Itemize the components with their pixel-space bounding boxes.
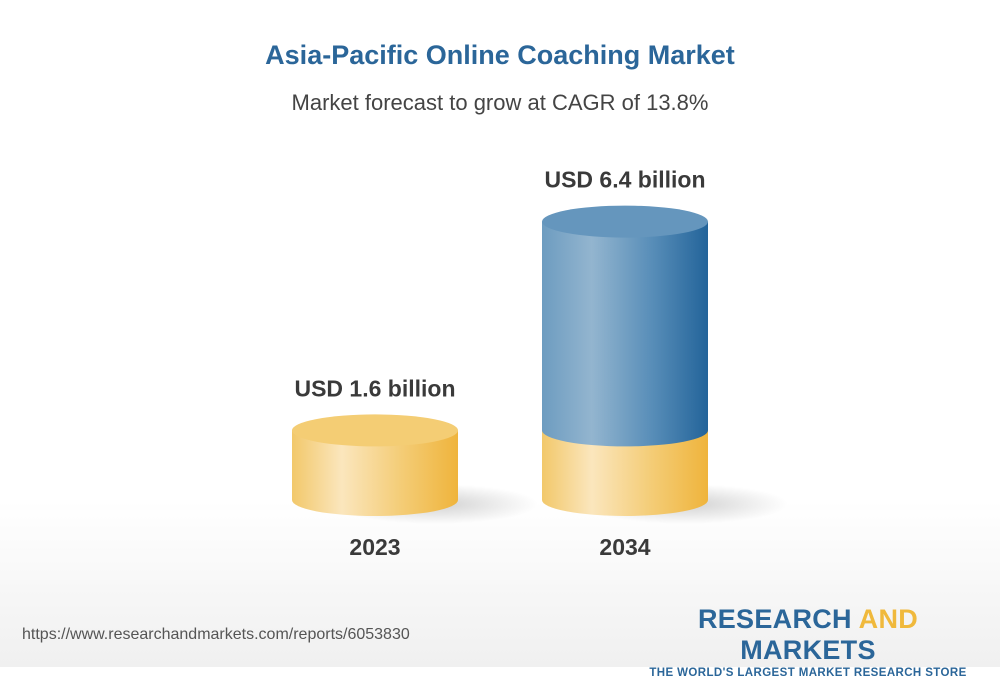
category-label: 2023 — [349, 534, 400, 560]
logo-text-and: AND — [858, 604, 919, 634]
cylinder-top — [542, 205, 708, 238]
logo-tagline: THE WORLD'S LARGEST MARKET RESEARCH STOR… — [649, 667, 967, 679]
data-label: USD 6.4 billion — [544, 167, 705, 193]
cylinder-top — [292, 414, 458, 447]
cylinder-base-segment — [292, 430, 458, 516]
category-label: 2034 — [599, 534, 650, 560]
data-label: USD 1.6 billion — [294, 375, 455, 401]
chart-subtitle: Market forecast to grow at CAGR of 13.8% — [291, 90, 709, 115]
logo-text-markets: MARKETS — [740, 635, 876, 665]
source-url[interactable]: https://www.researchandmarkets.com/repor… — [22, 626, 410, 643]
chart-title: Asia-Pacific Online Coaching Market — [265, 40, 735, 70]
cylinder-base-segment — [542, 430, 708, 516]
logo-text-research: RESEARCH — [697, 604, 859, 634]
research-and-markets-logo: RESEARCH AND MARKETS THE WORLD'S LARGEST… — [640, 604, 976, 679]
cylinder-growth-segment — [542, 221, 708, 447]
